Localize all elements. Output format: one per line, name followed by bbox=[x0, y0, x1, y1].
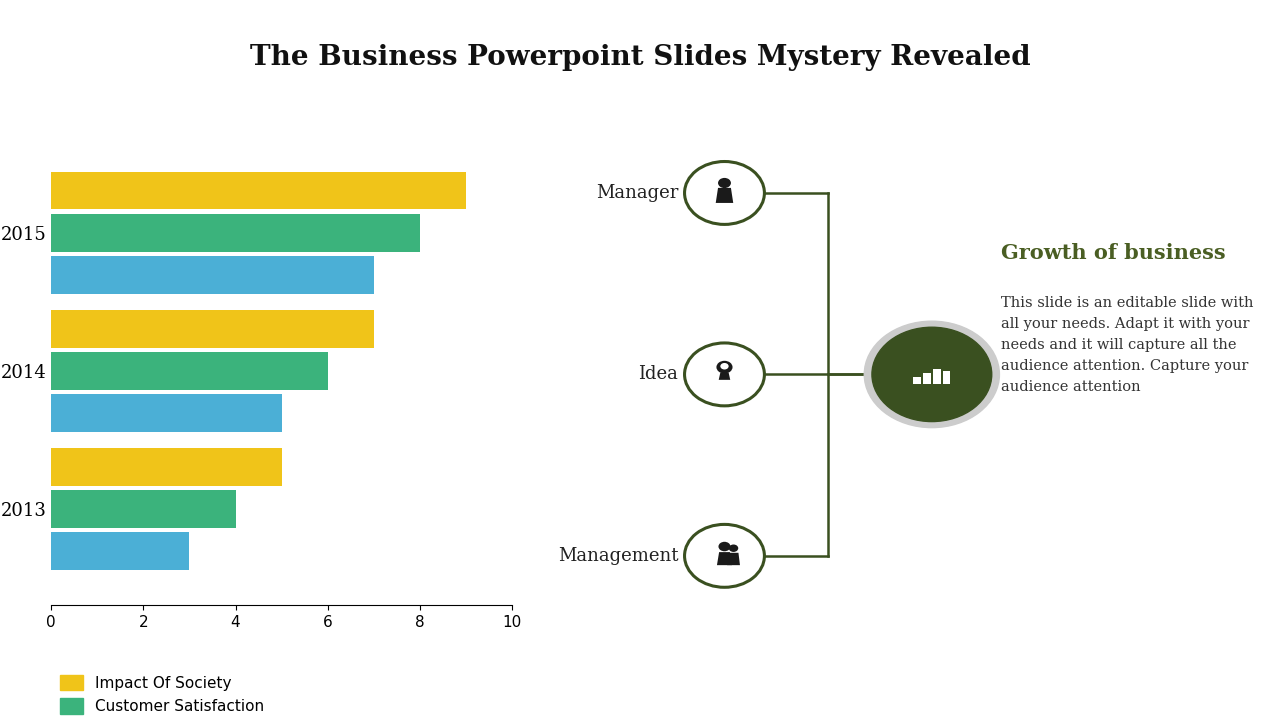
Circle shape bbox=[721, 363, 728, 369]
Legend: Impact Of Society, Customer Satisfaction, People Satisfaction: Impact Of Society, Customer Satisfaction… bbox=[54, 669, 270, 720]
Bar bbox=[933, 369, 941, 384]
Bar bbox=[51, 256, 374, 294]
Bar bbox=[51, 532, 189, 570]
Bar bbox=[943, 371, 951, 384]
Text: Idea: Idea bbox=[639, 366, 678, 383]
Bar bbox=[51, 310, 374, 348]
Circle shape bbox=[685, 524, 764, 588]
Text: Manager: Manager bbox=[596, 184, 678, 202]
Polygon shape bbox=[716, 188, 733, 203]
Polygon shape bbox=[719, 372, 730, 380]
Bar bbox=[913, 377, 920, 384]
Bar bbox=[51, 394, 282, 432]
Polygon shape bbox=[717, 552, 732, 565]
Bar bbox=[51, 490, 236, 528]
Circle shape bbox=[728, 544, 739, 552]
Circle shape bbox=[685, 161, 764, 225]
Text: Management: Management bbox=[558, 547, 678, 564]
Circle shape bbox=[872, 327, 992, 422]
Text: Growth of business: Growth of business bbox=[1001, 243, 1225, 264]
Text: This slide is an editable slide with
all your needs. Adapt it with your
needs an: This slide is an editable slide with all… bbox=[1001, 296, 1253, 395]
Bar bbox=[51, 448, 282, 486]
Circle shape bbox=[685, 343, 764, 406]
Bar bbox=[923, 373, 931, 384]
Bar bbox=[51, 352, 328, 390]
Text: The Business Powerpoint Slides Mystery Revealed: The Business Powerpoint Slides Mystery R… bbox=[250, 44, 1030, 71]
Circle shape bbox=[864, 321, 1000, 428]
Bar bbox=[51, 214, 420, 252]
Bar bbox=[51, 171, 466, 210]
Polygon shape bbox=[727, 553, 740, 565]
Circle shape bbox=[718, 541, 731, 552]
Circle shape bbox=[717, 361, 732, 374]
Circle shape bbox=[718, 178, 731, 188]
